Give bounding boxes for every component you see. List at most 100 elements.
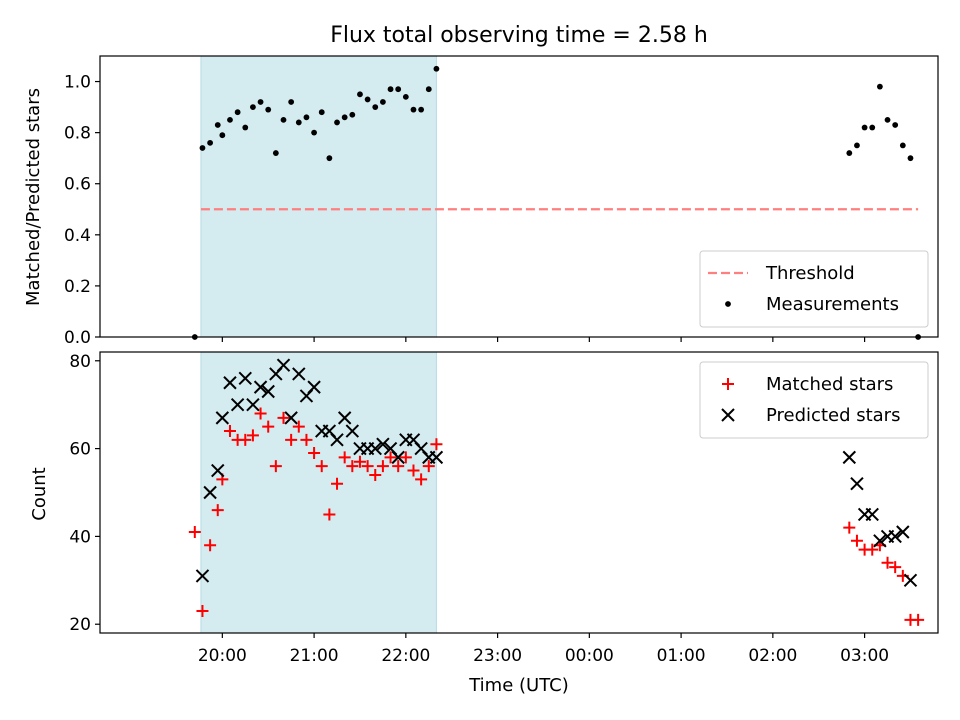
matched-stars-point-10 [262,420,275,433]
bottom-y-axis-label: Count [29,467,50,520]
predicted-stars-point-7 [246,397,260,412]
legend-label: Predicted stars [766,405,900,426]
x-tick-label: 20:00 [198,646,247,666]
predicted-stars-point-24 [376,437,390,451]
measurements-point-41 [907,155,914,162]
measurements-legend-handle [725,301,731,307]
measurements-point-34 [854,142,860,149]
matched-stars-point-2 [204,539,217,552]
measurements-point-22 [357,91,363,98]
predicted-stars-point-38 [888,529,902,544]
matched-stars-point-3 [211,504,224,517]
measurements-point-24 [372,104,379,110]
legend-label: Measurements [766,294,899,315]
measurements-point-16 [311,129,317,136]
measurements-point-31 [425,86,432,93]
x-tick-label: 02:00 [748,646,797,666]
matched-stars-point-11 [269,460,282,473]
predicted-stars-point-5 [230,397,245,412]
predicted-stars-point-15 [307,380,321,394]
predicted-stars-point-20 [345,424,360,438]
predicted-stars-point-33 [850,477,864,491]
measurements-point-15 [303,114,310,121]
x-tick-label: 23:00 [473,646,522,666]
y-tick-label: 0.6 [64,175,91,195]
y-tick-label: 80 [69,352,91,372]
measurements-point-28 [402,93,409,100]
measurements-point-13 [288,99,295,105]
matched-stars-point-39 [889,561,902,574]
x-tick-label: 22:00 [381,646,430,666]
axes-frame-panel-2 [99,351,939,634]
measurements-point-2 [207,139,214,146]
matched-stars-point-33 [843,521,856,534]
measurements-point-18 [326,155,333,162]
matched-stars-point-18 [323,508,336,521]
predicted-stars-point-13 [292,367,306,381]
measurements-point-26 [387,86,394,93]
predicted-stars-point-23 [368,441,382,456]
matched-stars-point-21 [346,460,359,473]
y-tick-label: 60 [69,440,91,460]
matched-stars-point-9 [254,407,267,420]
predicted-stars-point-26 [391,450,405,465]
legend-box-panel-1 [699,250,929,328]
predicted-stars-point-32 [842,450,857,465]
matched-stars-point-13 [285,433,298,446]
shaded-interval-panel-1 [200,55,437,338]
matched-stars-point-19 [331,477,344,490]
measurements-point-25 [380,99,386,105]
y-tick-label: 0.0 [64,328,91,348]
predicted-stars-point-3 [215,411,230,425]
measurements-point-20 [341,114,348,121]
measurements-point-21 [349,111,356,118]
matched-stars-point-7 [239,433,252,446]
x-tick-label: 03:00 [840,646,889,666]
predicted-stars-legend-handle [721,408,735,422]
measurements-point-10 [265,106,272,113]
y-tick-label: 0.8 [64,124,91,144]
matched-stars-point-34 [850,534,863,547]
measurements-point-35 [861,124,868,131]
matched-stars-point-5 [223,425,236,438]
measurements-point-12 [280,116,287,123]
matched-stars-point-25 [376,460,389,473]
matched-stars-point-1 [196,605,209,618]
legend-label: Threshold [765,263,855,284]
measurements-point-38 [884,116,891,123]
matched-stars-point-23 [361,460,374,473]
predicted-stars-point-4 [223,376,237,390]
predicted-stars-point-36 [873,534,887,548]
measurements-point-30 [418,106,425,113]
matched-stars-point-29 [407,464,420,477]
data-marks-layer [188,65,925,626]
legend-label: Matched stars [766,374,893,395]
matched-stars-point-26 [384,451,397,464]
matched-stars-point-12 [277,411,290,424]
axes-frame-panel-1 [99,55,939,338]
matched-stars-point-32 [430,438,443,451]
predicted-stars-point-6 [238,371,252,386]
chart-title: Flux total observing time = 2.58 h [330,23,708,48]
predicted-stars-point-19 [337,411,352,425]
y-tick-label: 40 [69,527,91,547]
measurements-point-19 [334,119,340,126]
top-y-axis-label: Matched/Predicted stars [23,88,44,306]
predicted-stars-point-9 [261,384,275,399]
predicted-stars-point-0 [195,569,210,583]
y-tick-label: 1.0 [64,73,91,93]
matched-stars-point-36 [866,543,879,556]
matched-stars-point-27 [392,460,405,473]
legend-layer: Threshold Measurements Matched stars Predic… [699,250,929,439]
measurements-point-17 [318,109,325,116]
matched-stars-point-28 [399,451,412,464]
measurements-point-3 [214,122,221,128]
predicted-stars-point-31 [429,450,444,465]
x-tick-label: 01:00 [657,646,706,666]
matched-stars-point-42 [912,613,925,626]
measurements-point-11 [272,150,279,156]
predicted-stars-point-18 [330,433,344,447]
measurements-point-5 [227,116,233,123]
matched-stars-point-22 [353,455,366,468]
